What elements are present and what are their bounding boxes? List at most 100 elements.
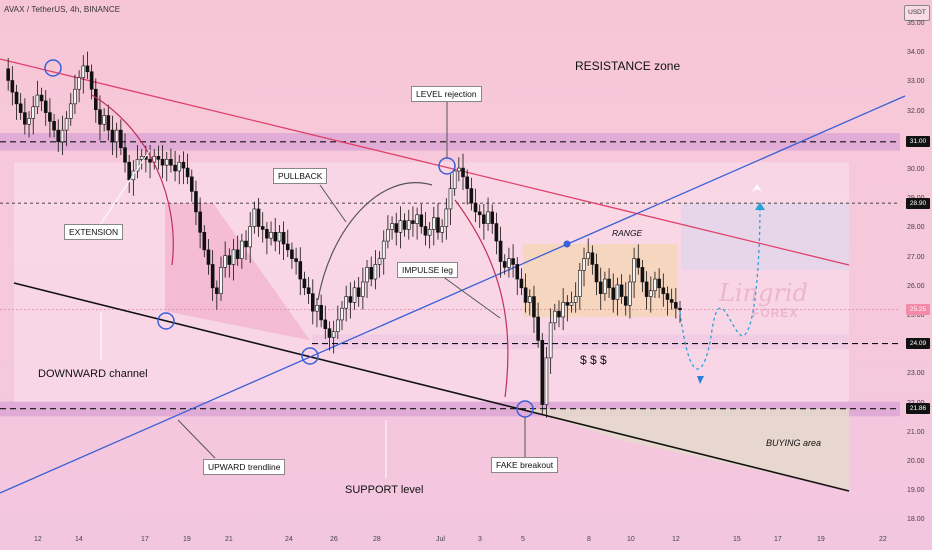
touch-circle — [157, 312, 175, 330]
candle-body — [10, 80, 15, 93]
candle-body — [644, 281, 649, 297]
buying-area-label: BUYING area — [766, 438, 822, 448]
price-tag: 25.25 — [906, 304, 930, 316]
candle-body — [223, 255, 227, 268]
candle-body — [423, 226, 428, 236]
candle-body — [156, 156, 161, 160]
candle-body — [582, 258, 586, 271]
candle-body — [473, 202, 478, 213]
candle-body — [18, 103, 23, 113]
candle-body — [461, 167, 465, 178]
candle-body — [356, 287, 361, 297]
candle-body — [523, 287, 528, 303]
x-tick-label: 21 — [225, 536, 233, 543]
candle-body — [373, 264, 378, 280]
upward-trendline — [0, 95, 906, 494]
candle-body — [507, 258, 511, 268]
candle-body — [402, 220, 407, 230]
y-tick-label: 19.00 — [907, 487, 925, 495]
candle-body — [377, 258, 382, 265]
candle-body — [336, 319, 340, 332]
candle-body — [114, 129, 119, 143]
candle-body — [628, 281, 632, 306]
candle-body — [68, 103, 73, 119]
candle-body — [477, 211, 482, 216]
candle-body — [361, 281, 365, 297]
gem-icon — [697, 376, 704, 384]
candle-body — [281, 232, 286, 245]
symbol-title: AVAX / TetherUS, 4h, BINANCE — [4, 5, 121, 14]
x-tick-label: 26 — [330, 536, 338, 543]
candle-body — [177, 161, 182, 172]
candle-body — [302, 278, 307, 289]
candle-body — [94, 88, 98, 110]
pullback-arrow — [317, 182, 433, 301]
candle-body — [277, 232, 282, 242]
candle-body — [148, 159, 152, 163]
candle-body — [102, 115, 106, 125]
extension-pointer — [99, 149, 151, 226]
impulse-pointer — [441, 275, 501, 319]
candle-body — [6, 68, 10, 81]
candle-body — [169, 159, 173, 166]
candle-body — [89, 71, 94, 90]
candle-body — [511, 258, 515, 265]
level-rejection-callout: LEVEL rejection — [411, 86, 482, 102]
candle-body — [369, 267, 374, 280]
candle-body — [669, 299, 674, 303]
x-tick-label: 19 — [817, 536, 825, 543]
candle-body — [323, 319, 328, 329]
candle-body — [419, 214, 424, 227]
candle-body — [406, 220, 411, 230]
candle-body — [194, 191, 198, 213]
candle-body — [298, 261, 303, 280]
candle-body — [565, 302, 570, 306]
extension-callout: EXTENSION — [64, 224, 124, 240]
candle-body — [432, 217, 436, 230]
x-tick-label: 22 — [879, 536, 887, 543]
x-tick-label: 17 — [774, 536, 782, 543]
candle-body — [81, 65, 86, 78]
x-tick-label: 17 — [141, 536, 149, 543]
candle-body — [306, 287, 311, 294]
candle-body — [532, 296, 536, 318]
extension-arrow — [91, 94, 174, 266]
candle-body — [398, 220, 403, 233]
candle-body — [598, 281, 603, 294]
candle-body — [653, 278, 657, 292]
y-tick-label: 28.00 — [907, 224, 925, 232]
candle-body — [310, 293, 315, 312]
candle-body — [189, 176, 194, 192]
pullback-pointer — [319, 184, 347, 223]
candle-body — [561, 302, 565, 318]
candle-body — [77, 77, 81, 90]
candle-body — [198, 211, 202, 233]
y-tick-label: 32.00 — [907, 107, 925, 115]
currency-button[interactable]: USDT — [904, 5, 930, 21]
y-tick-label: 20.00 — [907, 458, 925, 465]
candle-body — [411, 220, 415, 224]
candle-body — [444, 208, 449, 227]
candle-body — [678, 307, 682, 310]
candle-body — [340, 307, 344, 321]
candle-body — [557, 310, 561, 318]
x-tick-label: 5 — [521, 536, 525, 543]
x-tick-label: 12 — [34, 536, 42, 543]
candle-body — [256, 208, 261, 227]
candle-body — [590, 252, 595, 265]
trendline-pointer — [177, 419, 216, 459]
channel-upper-line — [0, 58, 850, 266]
candle-body — [665, 293, 670, 300]
candle-body — [14, 91, 19, 105]
candle-body — [327, 328, 332, 338]
candle-body — [548, 322, 553, 359]
candle-body — [440, 226, 444, 233]
price-tag: 31.00 — [906, 136, 930, 148]
target-box — [681, 203, 849, 271]
candle-body — [436, 217, 440, 233]
candle-body — [244, 240, 248, 248]
x-tick-label: 8 — [587, 536, 591, 543]
candle-body — [457, 167, 461, 172]
